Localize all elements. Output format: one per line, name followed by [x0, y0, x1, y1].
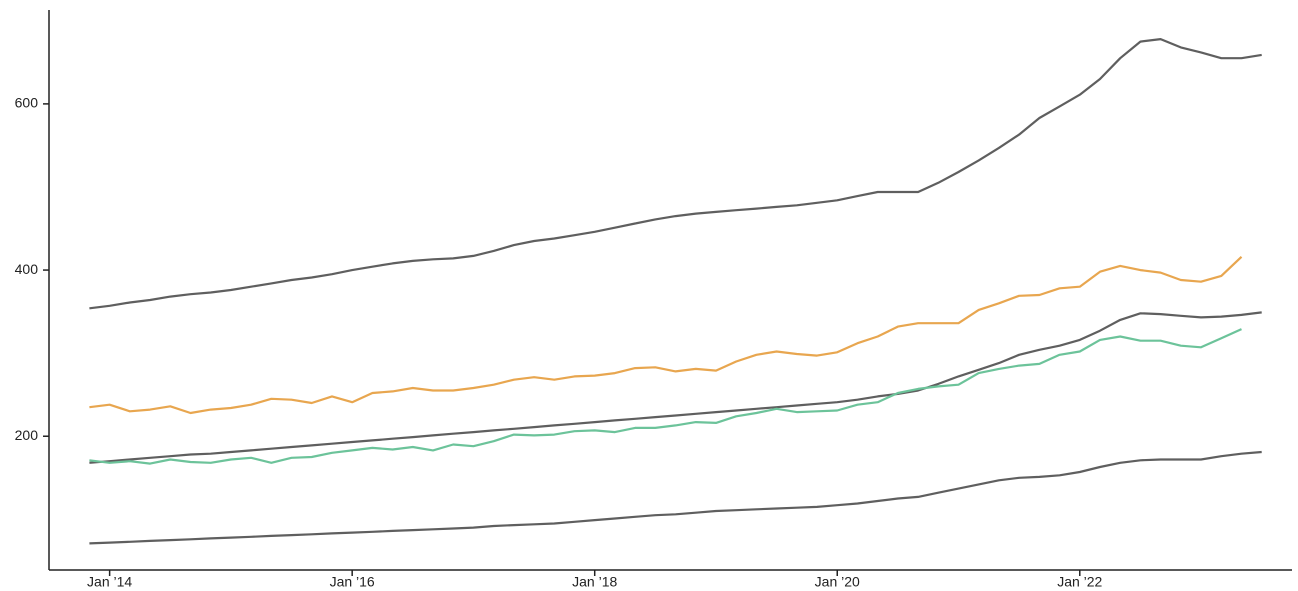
series-line — [89, 256, 1243, 415]
x-tick-label: Jan ’16 — [330, 574, 375, 590]
series-line — [89, 38, 1262, 310]
series-line — [89, 311, 1262, 464]
y-tick-label: 400 — [15, 261, 39, 277]
series-line — [89, 450, 1262, 545]
y-tick-label: 200 — [15, 427, 39, 443]
x-tick-label: Jan ’20 — [815, 574, 860, 590]
series-line — [89, 328, 1242, 465]
y-tick-label: 600 — [15, 95, 39, 111]
x-tick-label: Jan ’18 — [572, 574, 617, 590]
x-tick-label: Jan ’14 — [87, 574, 132, 590]
x-tick-label: Jan ’22 — [1057, 574, 1102, 590]
